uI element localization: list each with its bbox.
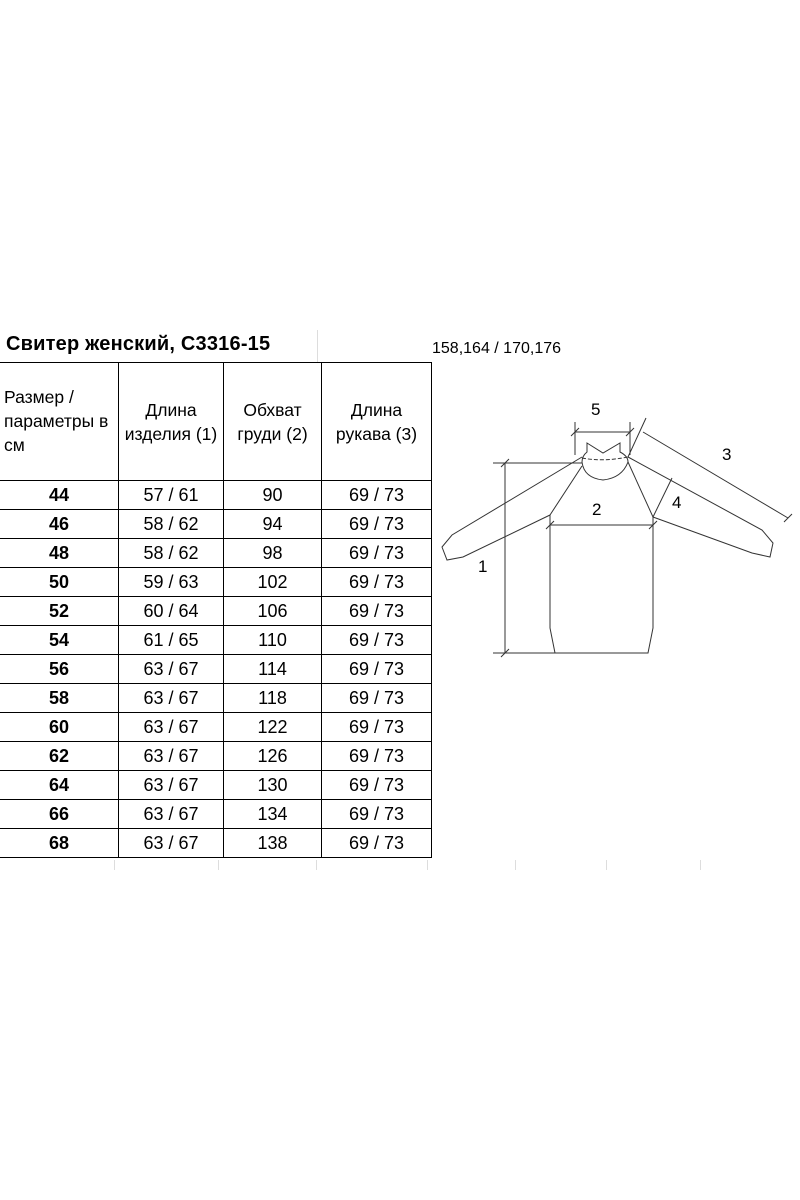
cell-sleeve: 69 / 73 [321,828,432,858]
table-header-row: Размер / параметры в см Длина изделия (1… [0,362,432,481]
cell-chest: 106 [223,596,322,626]
table-row: 44 57 / 61 90 69 / 73 [0,480,432,510]
dimension-4 [652,477,673,518]
table-row: 56 63 / 67 114 69 / 73 [0,654,432,684]
dimension-label-5: 5 [591,400,600,419]
table-row: 48 58 / 62 98 69 / 73 [0,538,432,568]
dimension-label-4: 4 [672,493,681,512]
cell-chest: 94 [223,509,322,539]
sweater-body [549,461,654,654]
cell-chest: 130 [223,770,322,800]
cell-length: 58 / 62 [118,538,224,568]
cell-length: 63 / 67 [118,799,224,829]
cell-chest: 110 [223,625,322,655]
cell-sleeve: 69 / 73 [321,799,432,829]
cell-sleeve: 69 / 73 [321,480,432,510]
cell-size: 56 [0,654,119,684]
cell-size: 44 [0,480,119,510]
table-row: 58 63 / 67 118 69 / 73 [0,683,432,713]
cell-sleeve: 69 / 73 [321,509,432,539]
cell-size: 50 [0,567,119,597]
table-row: 64 63 / 67 130 69 / 73 [0,770,432,800]
collar-seam [581,456,629,461]
divider [114,860,115,870]
cell-length: 63 / 67 [118,770,224,800]
divider [606,860,607,870]
dimension-3 [627,417,793,523]
table-row: 54 61 / 65 110 69 / 73 [0,625,432,655]
divider [218,860,219,870]
dimension-label-3: 3 [722,445,731,464]
sweater-collar [581,442,629,481]
cell-chest: 138 [223,828,322,858]
cell-size: 68 [0,828,119,858]
cell-length: 63 / 67 [118,828,224,858]
cell-sleeve: 69 / 73 [321,567,432,597]
cell-length: 59 / 63 [118,567,224,597]
cell-size: 54 [0,625,119,655]
dimension-label-2: 2 [592,500,601,519]
table-row: 68 63 / 67 138 69 / 73 [0,828,432,858]
cell-sleeve: 69 / 73 [321,625,432,655]
right-sleeve [627,456,774,558]
divider [700,860,701,870]
dimension-label-1: 1 [478,557,487,576]
cell-length: 57 / 61 [118,480,224,510]
size-table: Размер / параметры в см Длина изделия (1… [0,362,432,858]
dimension-5 [570,422,635,455]
dimension-2 [545,520,658,530]
document-title: Свитер женский, С3316-15 [6,333,271,355]
cell-sleeve: 69 / 73 [321,596,432,626]
cell-length: 58 / 62 [118,509,224,539]
cell-size: 52 [0,596,119,626]
table-row: 60 63 / 67 122 69 / 73 [0,712,432,742]
cell-length: 61 / 65 [118,625,224,655]
cell-length: 60 / 64 [118,596,224,626]
cell-length: 63 / 67 [118,712,224,742]
cell-size: 62 [0,741,119,771]
left-sleeve [441,456,583,561]
divider [515,860,516,870]
table-row: 62 63 / 67 126 69 / 73 [0,741,432,771]
cell-length: 63 / 67 [118,683,224,713]
dimension-1 [493,458,582,658]
divider [316,860,317,870]
divider [317,330,318,362]
divider [427,860,428,870]
cell-length: 63 / 67 [118,741,224,771]
table-row: 66 63 / 67 134 69 / 73 [0,799,432,829]
cell-sleeve: 69 / 73 [321,770,432,800]
cell-chest: 122 [223,712,322,742]
cell-sleeve: 69 / 73 [321,538,432,568]
height-range: 158,164 / 170,176 [432,340,562,357]
cell-sleeve: 69 / 73 [321,654,432,684]
cell-chest: 134 [223,799,322,829]
header-size: Размер / параметры в см [0,362,119,481]
table-row: 52 60 / 64 106 69 / 73 [0,596,432,626]
header-chest: Обхват груди (2) [223,362,322,481]
